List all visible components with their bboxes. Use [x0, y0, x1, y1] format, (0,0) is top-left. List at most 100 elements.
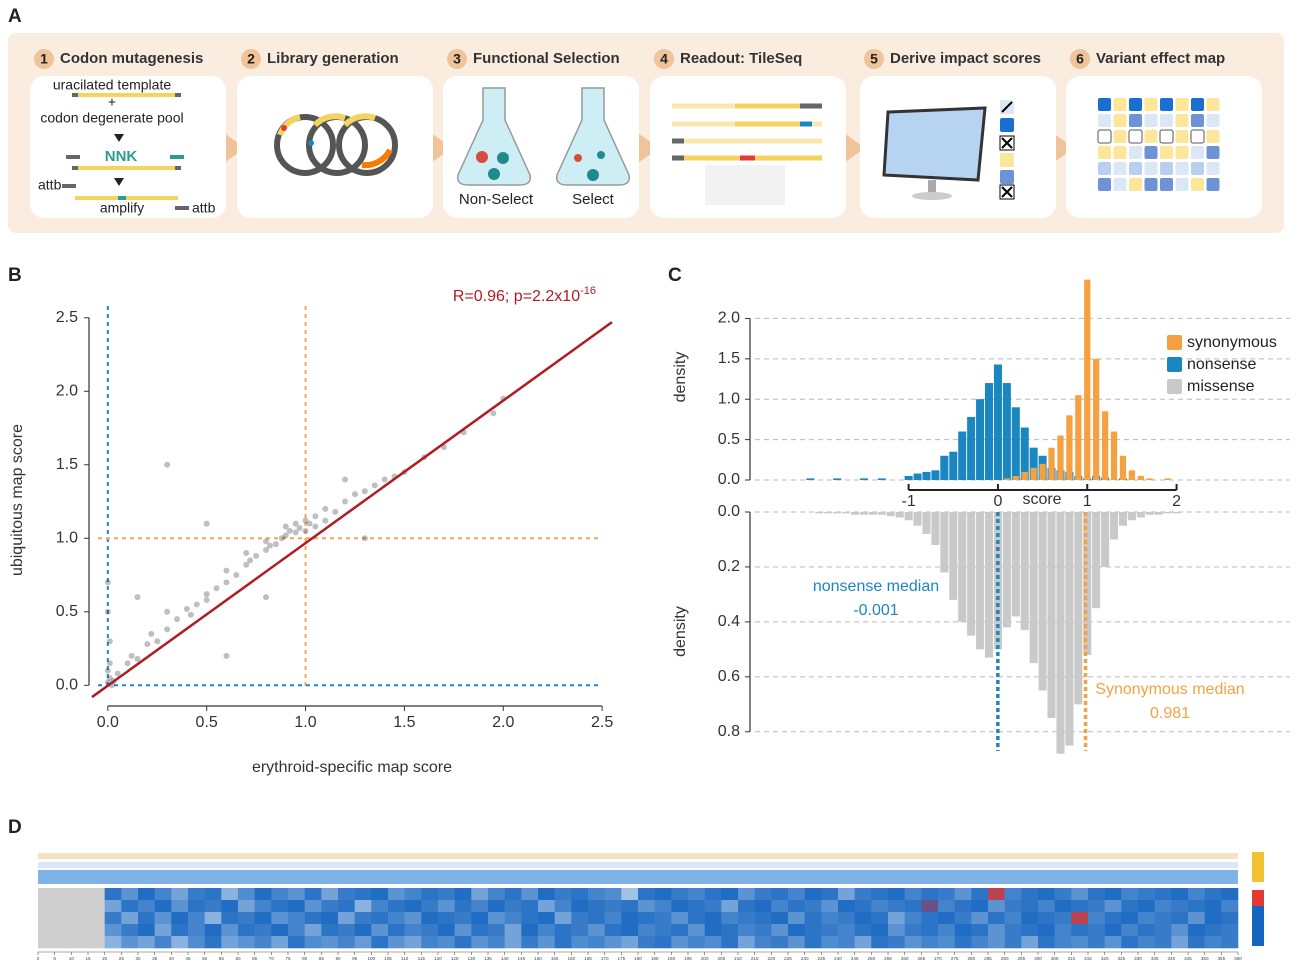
step-title: Codon mutagenesis — [60, 50, 203, 67]
heatmap-cell — [588, 900, 605, 912]
heatmap-cell — [755, 936, 772, 948]
effect-cell — [1176, 114, 1189, 127]
heatmap-cell — [555, 912, 572, 924]
step-number: 4 — [660, 51, 668, 67]
heatmap-cell — [388, 888, 405, 900]
heatmap-cell — [1005, 912, 1022, 924]
x-tick-label: -1 — [902, 493, 916, 510]
heatmap-cell — [421, 900, 438, 912]
x-tick-label: 310 — [1067, 956, 1075, 961]
heatmap-cell — [638, 936, 655, 948]
heatmap-cell — [871, 924, 888, 936]
heatmap-cell — [755, 912, 772, 924]
heatmap-cell — [121, 936, 138, 948]
heatmap-cell — [188, 900, 205, 912]
x-tick-label: 280 — [967, 956, 975, 961]
heatmap-cell — [55, 924, 72, 936]
heatmap-cell — [105, 912, 122, 924]
heatmap-cell — [121, 924, 138, 936]
heatmap-cell — [1038, 936, 1055, 948]
effect-cell — [1207, 146, 1220, 159]
heatmap-cell — [1105, 912, 1122, 924]
heatmap-cell — [771, 924, 788, 936]
heatmap-cell — [588, 888, 605, 900]
point — [105, 579, 111, 585]
heatmap-cell — [438, 936, 455, 948]
heatmap-cell — [771, 900, 788, 912]
heatmap-cell — [255, 936, 272, 948]
bar — [887, 512, 895, 516]
heatmap-cell — [588, 936, 605, 948]
heatmap-cell — [971, 936, 988, 948]
heatmap-cell — [538, 912, 555, 924]
heatmap-cell — [638, 900, 655, 912]
heatmap-cell — [688, 936, 705, 948]
heatmap-cell — [1055, 888, 1072, 900]
heatmap-cell — [571, 912, 588, 924]
heatmap-cell — [871, 888, 888, 900]
heatmap-cell — [55, 888, 72, 900]
bar — [949, 512, 957, 600]
y-tick-label: 0.6 — [718, 668, 740, 685]
heatmap-cell — [671, 900, 688, 912]
point — [164, 462, 170, 468]
heatmap-cell — [1121, 912, 1138, 924]
heatmap-cell — [121, 888, 138, 900]
bar — [1111, 432, 1117, 480]
heatmap-cell — [171, 924, 188, 936]
heatmap-cell — [221, 936, 238, 948]
heatmap-cell — [221, 900, 238, 912]
heatmap-cell — [55, 912, 72, 924]
heatmap-cell — [71, 900, 88, 912]
x-tick-label: 130 — [467, 956, 475, 961]
x-tick-label: 330 — [1134, 956, 1142, 961]
heatmap-cell — [1155, 888, 1172, 900]
step-number: 3 — [453, 51, 461, 67]
bar — [1155, 512, 1163, 515]
heatmap-cell — [371, 888, 388, 900]
x-tick-label: 360 — [1234, 956, 1242, 961]
heatmap-cell — [305, 912, 322, 924]
x-tick-label: 260 — [901, 956, 909, 961]
heatmap-cell — [638, 912, 655, 924]
heatmap-cell — [155, 936, 172, 948]
heatmap-cell — [988, 888, 1005, 900]
heatmap-cell — [955, 912, 972, 924]
x-tick-label: 20 — [102, 956, 108, 961]
x-tick-label: 90 — [335, 956, 341, 961]
x-tick-label: 105 — [384, 956, 392, 961]
x-tick-label: 110 — [401, 956, 409, 961]
step-title: Derive impact scores — [890, 50, 1041, 67]
x-tick-label: 135 — [484, 956, 492, 961]
heatmap-cell — [1171, 936, 1188, 948]
heatmap-cell — [55, 900, 72, 912]
heatmap-cell — [1021, 912, 1038, 924]
point — [306, 521, 312, 527]
fit-line — [92, 322, 612, 697]
step-title: Variant effect map — [1096, 50, 1225, 67]
heatmap-cell — [1121, 888, 1138, 900]
heatmap-cell — [55, 936, 72, 948]
heatmap-cell — [988, 924, 1005, 936]
effect-cell — [1145, 114, 1158, 127]
y-tick-label: 2.0 — [56, 382, 78, 399]
heatmap-cell — [788, 924, 805, 936]
heatmap-cell — [688, 912, 705, 924]
heatmap-cell — [655, 900, 672, 912]
step3-text: Non-Select — [459, 191, 534, 208]
heatmap-cell — [271, 936, 288, 948]
x-tick-label: 15 — [85, 956, 91, 961]
bar — [1003, 383, 1011, 480]
heatmap-cell — [138, 924, 155, 936]
heatmap-cell — [455, 888, 472, 900]
effect-cell — [1145, 162, 1158, 175]
bar — [922, 512, 930, 534]
heatmap-cell — [405, 924, 422, 936]
y-axis-title: ubiquitous map score — [9, 424, 26, 576]
x-tick-label: 35 — [152, 956, 158, 961]
heatmap-cell — [538, 900, 555, 912]
effect-cell — [1114, 130, 1127, 143]
bar — [967, 512, 975, 636]
effect-cell — [1129, 146, 1142, 159]
point — [154, 638, 160, 644]
